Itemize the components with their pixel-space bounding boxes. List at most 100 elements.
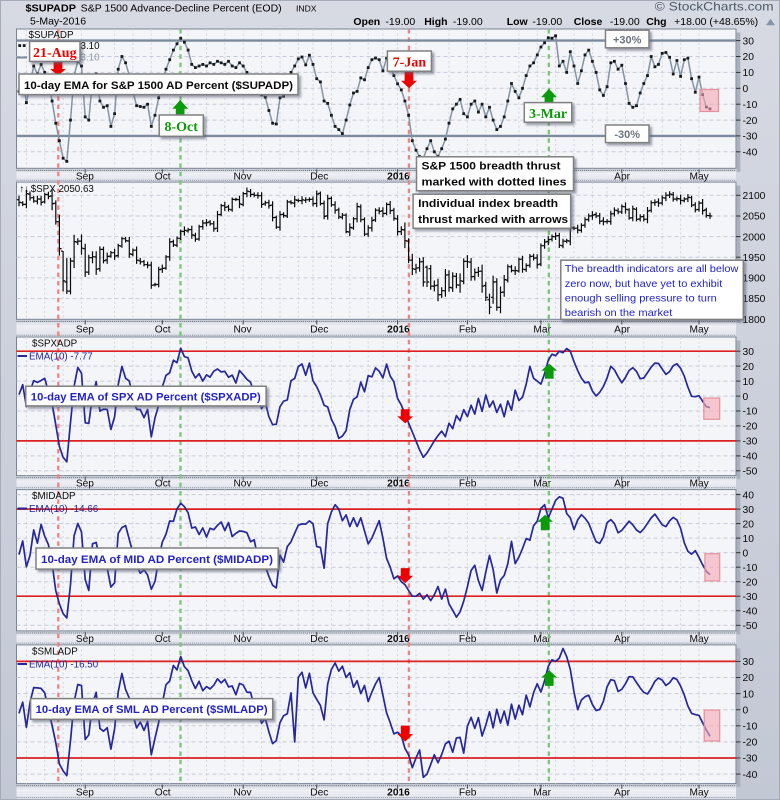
svg-text:10: 10 (743, 377, 755, 388)
svg-text:-19.00: -19.00 (453, 16, 483, 28)
svg-text:10: 10 (743, 68, 755, 79)
svg-text:Apr: Apr (614, 788, 630, 799)
svg-text:Sep: Sep (76, 171, 94, 182)
svg-text:May: May (689, 788, 709, 799)
svg-text:2016: 2016 (387, 325, 410, 336)
svg-text:Apr: Apr (614, 171, 630, 182)
svg-text:Low: Low (507, 16, 529, 28)
svg-text:Individual index breadth: Individual index breadth (418, 198, 558, 210)
svg-text:Oct: Oct (155, 171, 171, 182)
svg-text:$SPXADP: $SPXADP (32, 339, 78, 350)
svg-text:-30: -30 (743, 132, 758, 143)
svg-text:+18.00 (+48.65%): +18.00 (+48.65%) (674, 16, 758, 28)
svg-text:+30%: +30% (613, 34, 642, 46)
svg-text:10: 10 (743, 689, 755, 700)
svg-text:-10: -10 (743, 563, 758, 574)
svg-text:Mar: Mar (533, 634, 551, 645)
svg-text:Dec: Dec (310, 479, 328, 490)
svg-text:20: 20 (743, 673, 755, 684)
svg-text:-40: -40 (743, 452, 758, 463)
svg-text:Oct: Oct (155, 325, 171, 336)
svg-text:2016: 2016 (387, 479, 410, 490)
svg-text:Oct: Oct (155, 479, 171, 490)
svg-text:thrust marked with arrows: thrust marked with arrows (418, 214, 568, 226)
svg-text:30: 30 (743, 505, 755, 516)
svg-text:3.10: 3.10 (81, 52, 101, 63)
svg-text:40: 40 (743, 490, 755, 501)
svg-text:marked with dotted lines: marked with dotted lines (422, 176, 567, 188)
svg-text:2016: 2016 (387, 788, 410, 799)
svg-text:Oct: Oct (155, 788, 171, 799)
svg-text:↑↓: ↑↓ (20, 184, 30, 195)
svg-text:The breadth indicators are all: The breadth indicators are all below (565, 264, 739, 275)
svg-text:-20: -20 (743, 116, 758, 127)
svg-text:-19.00: -19.00 (532, 16, 562, 28)
svg-text:$SPX 2050.63: $SPX 2050.63 (31, 184, 95, 195)
svg-text:May: May (689, 171, 709, 182)
svg-text:enough selling pressure to tur: enough selling pressure to turn (565, 293, 717, 304)
svg-text:Feb: Feb (459, 788, 477, 799)
svg-text:Feb: Feb (459, 634, 477, 645)
svg-text:-40: -40 (743, 770, 758, 781)
svg-text:1950: 1950 (743, 253, 766, 264)
svg-text:10-day EMA of MID AD Percent (: 10-day EMA of MID AD Percent ($MIDADP) (41, 554, 273, 566)
svg-text:INDX: INDX (296, 3, 317, 13)
svg-text:S&P 1500 breadth thrust: S&P 1500 breadth thrust (422, 160, 561, 172)
svg-text:10: 10 (743, 534, 755, 545)
svg-text:Apr: Apr (614, 479, 630, 490)
svg-text:$MIDADP: $MIDADP (32, 491, 76, 502)
svg-text:Nov: Nov (233, 171, 252, 182)
svg-text:-20: -20 (743, 577, 758, 588)
svg-text:$SUPADP: $SUPADP (29, 30, 74, 41)
svg-text:0: 0 (743, 392, 749, 403)
svg-text:21-Aug: 21-Aug (33, 46, 77, 61)
svg-text:Apr: Apr (614, 634, 630, 645)
svg-text:-50: -50 (743, 621, 758, 632)
svg-text:Dec: Dec (310, 634, 328, 645)
svg-text:Mar: Mar (533, 788, 551, 799)
svg-text:0: 0 (743, 548, 749, 559)
svg-text:-20: -20 (743, 738, 758, 749)
svg-text:Sep: Sep (76, 479, 94, 490)
svg-text:-30: -30 (743, 592, 758, 603)
svg-text:Open: Open (353, 16, 380, 28)
svg-text:-40: -40 (743, 606, 758, 617)
svg-text:bearish on the market: bearish on the market (565, 308, 673, 319)
svg-text:May: May (689, 325, 709, 336)
svg-text:Sep: Sep (76, 325, 94, 336)
svg-text:1800: 1800 (743, 315, 766, 326)
svg-text:-10: -10 (743, 407, 758, 418)
svg-text:Sep: Sep (76, 788, 94, 799)
svg-text:EMA(10) -14.66: EMA(10) -14.66 (29, 504, 99, 515)
svg-text:© StockCharts.com: © StockCharts.com (655, 0, 774, 14)
svg-text:Chg: Chg (646, 16, 666, 28)
svg-text:Nov: Nov (233, 479, 252, 490)
svg-text:$SUPADP: $SUPADP (26, 3, 77, 15)
svg-text:1900: 1900 (743, 274, 766, 285)
svg-text:Oct: Oct (155, 634, 171, 645)
svg-text:5-May-2016: 5-May-2016 (30, 15, 86, 27)
svg-text:S&P 1500 Advance-Decline Perce: S&P 1500 Advance-Decline Percent (EOD) (81, 3, 282, 14)
svg-text:10-day EMA of SPX AD Percent (: 10-day EMA of SPX AD Percent ($SPXADP) (31, 391, 261, 403)
svg-text:2016: 2016 (387, 171, 410, 182)
svg-text:May: May (689, 634, 709, 645)
svg-text:EMA(10) -7.77: EMA(10) -7.77 (29, 352, 93, 363)
svg-text:Dec: Dec (310, 325, 328, 336)
svg-text:-20: -20 (743, 422, 758, 433)
svg-text:Close: Close (574, 16, 603, 28)
svg-text:-40: -40 (743, 148, 758, 159)
svg-text:20: 20 (743, 519, 755, 530)
svg-text:-30: -30 (743, 754, 758, 765)
svg-text:8-Oct: 8-Oct (164, 120, 198, 135)
svg-text:-19.00: -19.00 (385, 16, 415, 28)
svg-text:7-Jan: 7-Jan (393, 55, 427, 70)
svg-text:Nov: Nov (233, 788, 252, 799)
svg-text:10-day EMA for S&P 1500 AD Per: 10-day EMA for S&P 1500 AD Percent ($SUP… (24, 80, 293, 92)
svg-text:Mar: Mar (533, 325, 551, 336)
svg-text:3-Mar: 3-Mar (529, 107, 567, 122)
svg-text:30: 30 (743, 657, 755, 668)
svg-text:Feb: Feb (459, 325, 477, 336)
svg-text:Nov: Nov (233, 325, 252, 336)
svg-text:-19.00: -19.00 (610, 16, 640, 28)
svg-text:zero now, but have yet to exhi: zero now, but have yet to exhibit (565, 279, 723, 290)
